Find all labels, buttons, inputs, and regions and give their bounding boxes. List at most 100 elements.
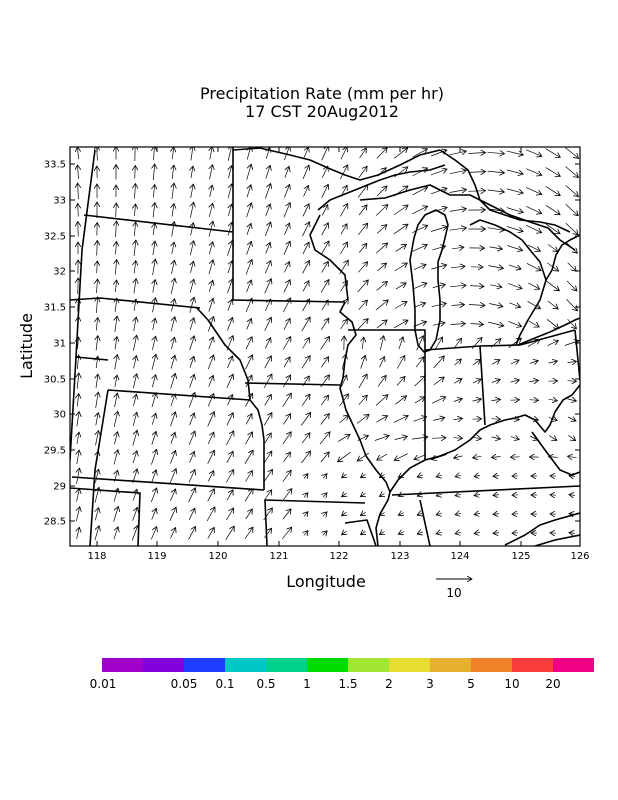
wind-vector [266, 147, 270, 159]
wind-vector [321, 223, 329, 236]
wind-vector [526, 262, 541, 270]
colorbar-swatch [266, 658, 307, 672]
state-boundary [424, 345, 486, 426]
wind-vector [510, 380, 520, 382]
wind-vector [210, 147, 212, 160]
wind-vector [506, 207, 523, 213]
wind-vector [454, 359, 462, 366]
wind-vector [470, 324, 484, 325]
wind-vector [228, 147, 232, 161]
colorbar-swatch [512, 658, 553, 672]
wind-vector [412, 225, 427, 234]
wind-vector [321, 147, 329, 161]
wind-vector [449, 209, 467, 212]
wind-vector [284, 185, 289, 198]
wind-vector [545, 205, 560, 214]
wind-vector [449, 190, 467, 193]
wind-vector [321, 184, 329, 198]
wind-vector [282, 527, 291, 540]
wind-vector [264, 222, 270, 237]
wind-vector [135, 204, 136, 217]
wind-vector [450, 324, 466, 325]
river-boundary [339, 301, 391, 546]
wind-vector [134, 240, 136, 256]
wind-vector [527, 244, 541, 251]
wind-vector [545, 148, 561, 158]
wind-vector [321, 261, 329, 273]
wind-vector [282, 298, 290, 313]
wind-vector [376, 186, 387, 197]
wind-vector [361, 474, 366, 477]
wind-vector [436, 513, 442, 515]
wind-vector [283, 280, 290, 293]
wind-vector [97, 279, 98, 294]
wind-vector [451, 305, 465, 306]
x-tick-label: 120 [208, 551, 227, 562]
wind-vector [398, 337, 403, 350]
wind-vector [171, 337, 174, 349]
reference-vector: 10 [436, 579, 472, 600]
wind-vector [304, 493, 308, 498]
wind-vector [227, 318, 232, 331]
wind-vector [172, 222, 175, 237]
wind-vector [227, 279, 233, 294]
wind-vector [244, 450, 253, 465]
y-tick-label: 29.5 [44, 446, 66, 457]
wind-vector [245, 337, 252, 350]
state-boundary [75, 149, 109, 361]
wind-vector [77, 394, 79, 407]
wind-vector [152, 336, 155, 350]
wind-vector [132, 430, 137, 446]
wind-vector [246, 203, 252, 218]
state-boundary [531, 431, 580, 476]
wind-vector [96, 336, 98, 351]
wind-vector [545, 167, 561, 177]
wind-vector [358, 395, 368, 406]
wind-vector [113, 527, 118, 540]
plot-frame [69, 146, 581, 547]
wind-vector [301, 413, 310, 426]
wind-vector [357, 319, 368, 330]
wind-vector [245, 414, 252, 425]
wind-vector [226, 413, 233, 426]
wind-vector [342, 493, 347, 497]
x-axis: 118 119 120 121 122 123 124 125 126 [87, 147, 590, 562]
wind-vector [77, 489, 80, 502]
wind-vector [188, 393, 195, 408]
lake-huron-outline [545, 234, 580, 281]
wind-vector [529, 380, 539, 381]
colorbar-swatch [389, 658, 430, 672]
wind-vector [171, 432, 175, 444]
wind-vector [207, 412, 215, 427]
wind-vector [510, 436, 519, 439]
wind-vector [472, 379, 481, 383]
wind-vector [375, 300, 388, 311]
wind-vector [225, 431, 233, 446]
wind-vector [282, 337, 290, 350]
wind-vector [170, 489, 175, 502]
wind-vector [340, 242, 347, 255]
wind-vector [321, 395, 328, 406]
wind-vector [207, 471, 213, 482]
wind-vector [282, 432, 291, 445]
wind-vector [565, 222, 578, 235]
wind-vector [453, 418, 463, 419]
wind-vector [264, 528, 271, 539]
y-tick-label: 31 [53, 339, 66, 350]
wind-vector [568, 456, 577, 457]
wind-vector [135, 184, 136, 199]
wind-vector [339, 415, 349, 424]
wind-vector [414, 376, 426, 387]
wind-vector [134, 394, 137, 406]
wind-vector [284, 262, 289, 273]
wind-vector [549, 436, 557, 441]
wind-vector [170, 528, 175, 539]
wind-vector [380, 336, 383, 351]
map-area [70, 147, 580, 546]
wind-vector [507, 283, 522, 288]
wind-vector [565, 204, 579, 215]
wind-vector [78, 165, 79, 180]
wind-vector [361, 512, 366, 515]
wind-vector [358, 166, 367, 178]
x-tick-label: 122 [329, 551, 348, 562]
